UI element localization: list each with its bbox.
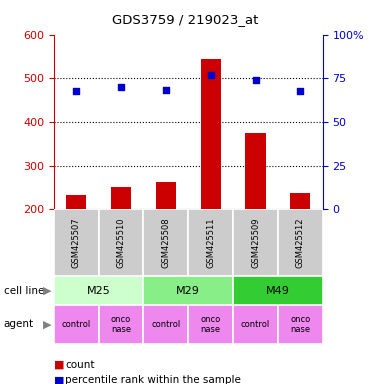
Bar <box>144 305 188 344</box>
Bar <box>188 305 233 344</box>
Bar <box>54 209 99 276</box>
Bar <box>201 60 221 209</box>
Bar <box>188 209 233 276</box>
Text: ■: ■ <box>54 375 64 384</box>
Text: percentile rank within the sample: percentile rank within the sample <box>65 375 241 384</box>
Text: GDS3759 / 219023_at: GDS3759 / 219023_at <box>112 13 259 26</box>
Bar <box>54 305 99 344</box>
Bar <box>233 305 278 344</box>
Bar <box>66 195 86 209</box>
Bar <box>233 209 278 276</box>
Text: GSM425510: GSM425510 <box>116 218 125 268</box>
Text: count: count <box>65 360 95 370</box>
Text: onco
nase: onco nase <box>290 315 311 334</box>
Text: M25: M25 <box>87 286 111 296</box>
Text: GSM425511: GSM425511 <box>206 218 215 268</box>
Bar <box>156 182 176 209</box>
Text: M49: M49 <box>266 286 290 296</box>
Text: onco
nase: onco nase <box>111 315 131 334</box>
Bar <box>99 305 144 344</box>
Point <box>118 84 124 90</box>
Bar <box>278 305 323 344</box>
Text: GSM425508: GSM425508 <box>161 218 170 268</box>
Text: ■: ■ <box>54 360 64 370</box>
Bar <box>246 133 266 209</box>
Text: agent: agent <box>4 319 34 329</box>
Bar <box>290 193 311 209</box>
Text: GSM425507: GSM425507 <box>72 218 81 268</box>
Text: GSM425512: GSM425512 <box>296 218 305 268</box>
Point <box>163 87 169 93</box>
Text: control: control <box>241 320 270 329</box>
Text: control: control <box>62 320 91 329</box>
Bar <box>278 209 323 276</box>
Text: control: control <box>151 320 181 329</box>
Text: ▶: ▶ <box>43 319 51 329</box>
Point <box>208 72 214 78</box>
Text: ▶: ▶ <box>43 286 51 296</box>
Text: GSM425509: GSM425509 <box>251 218 260 268</box>
Text: cell line: cell line <box>4 286 44 296</box>
Point <box>298 88 303 94</box>
Bar <box>233 276 323 305</box>
Bar <box>144 276 233 305</box>
Bar <box>99 209 144 276</box>
Point <box>253 77 259 83</box>
Bar <box>144 209 188 276</box>
Bar <box>54 276 144 305</box>
Bar <box>111 187 131 209</box>
Text: onco
nase: onco nase <box>201 315 221 334</box>
Text: M29: M29 <box>176 286 200 296</box>
Point <box>73 88 79 94</box>
